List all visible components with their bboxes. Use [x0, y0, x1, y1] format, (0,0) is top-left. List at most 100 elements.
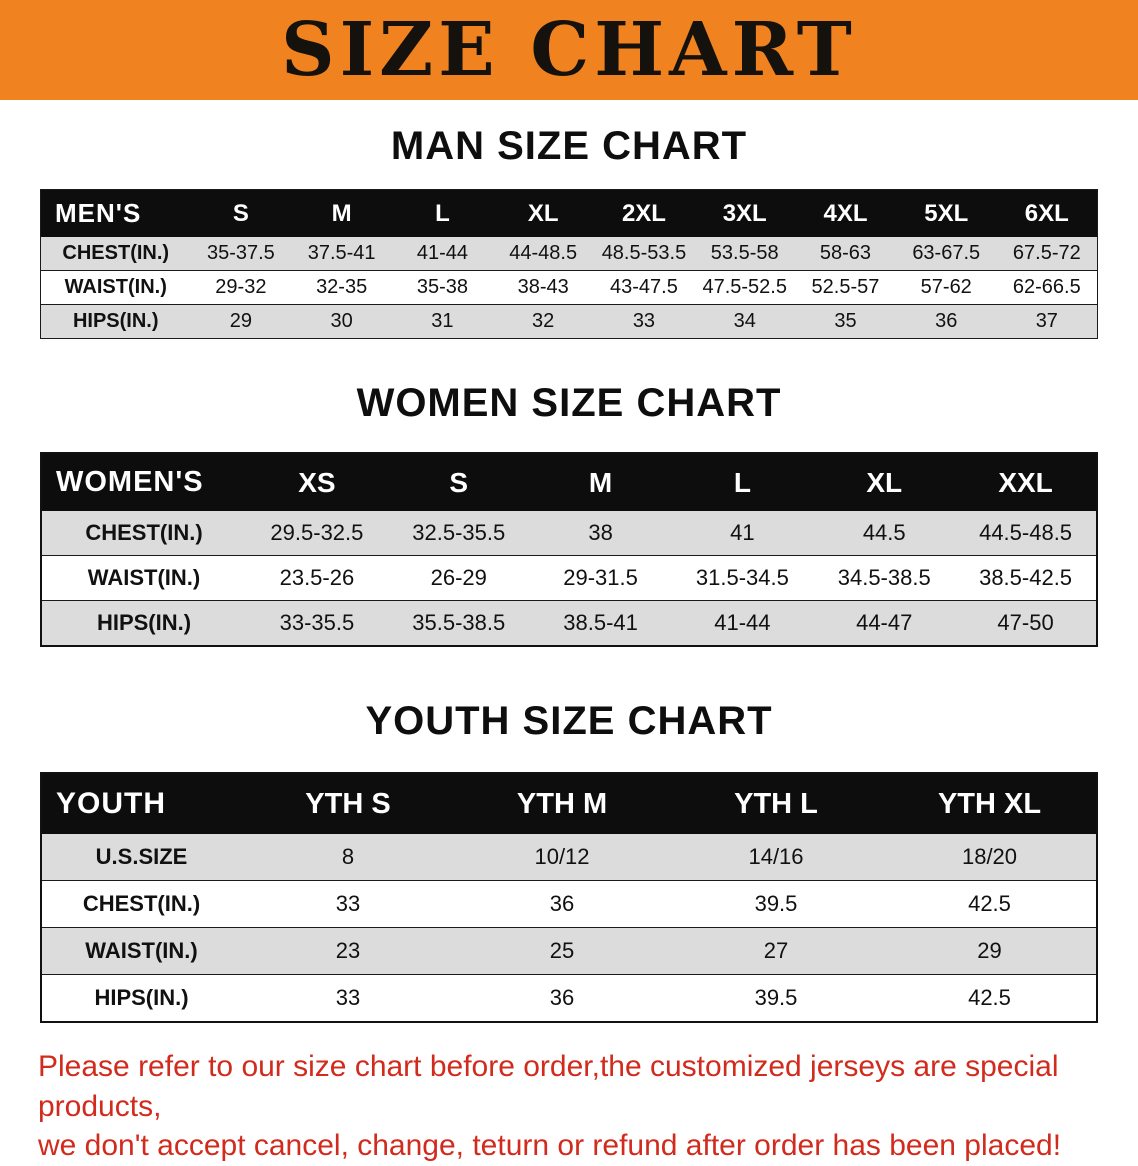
- disclaimer-line-1: Please refer to our size chart before or…: [38, 1050, 1059, 1123]
- size-value: 34.5-38.5: [837, 565, 931, 590]
- women-header-row: WOMEN'S XS S M L XL XXL: [41, 453, 1097, 511]
- size-value: 33: [335, 891, 361, 916]
- size-value: 36: [549, 985, 575, 1010]
- size-value: 10/12: [534, 844, 590, 869]
- size-value: 36: [935, 310, 958, 332]
- youth-size-section: YOUTH SIZE CHART YOUTH YTH S YTH M YTH L…: [0, 699, 1138, 1023]
- women-size-section: WOMEN SIZE CHART WOMEN'S XS S M L XL XXL…: [0, 381, 1138, 647]
- youth-ussize-row: U.S.SIZE 8 10/12 14/16 18/20: [41, 834, 1097, 881]
- size-value: 41: [730, 520, 755, 545]
- size-value: 47.5-52.5: [702, 276, 787, 298]
- size-column-header: M: [588, 466, 613, 498]
- size-column-header: YTH M: [516, 787, 608, 820]
- size-value: 41-44: [714, 610, 771, 635]
- size-value: 43-47.5: [610, 276, 678, 298]
- row-label: WAIST(IN.): [64, 276, 167, 298]
- size-value: 38.5-41: [563, 610, 638, 635]
- men-section-title: MAN SIZE CHART: [390, 124, 748, 168]
- size-value: 38: [588, 520, 613, 545]
- size-column-header: L: [435, 199, 450, 227]
- size-value: 44.5: [862, 520, 906, 545]
- size-value: 33: [335, 985, 361, 1010]
- size-value: 32-35: [316, 276, 368, 298]
- size-value: 31: [431, 310, 454, 332]
- size-column-header: 3XL: [722, 199, 767, 227]
- size-value: 58-63: [819, 242, 872, 264]
- size-value: 23: [335, 938, 361, 963]
- size-column-header: M: [331, 199, 352, 227]
- row-label: HIPS(IN.): [96, 610, 192, 635]
- size-value: 36: [549, 891, 575, 916]
- size-value: 53.5-58: [710, 242, 779, 264]
- size-column-header: XL: [527, 199, 559, 227]
- page-title: SIZE CHART: [281, 7, 857, 93]
- row-label: CHEST(IN.): [85, 520, 203, 545]
- size-value: 31.5-34.5: [695, 565, 789, 590]
- size-value: 33-35.5: [279, 610, 355, 635]
- size-value: 38.5-42.5: [979, 565, 1073, 590]
- men-hips-row: HIPS(IN.) 29 30 31 32 33 34 35 36 37: [40, 304, 1098, 339]
- women-size-table: WOMEN'S XS S M L XL XXL CHEST(IN.) 29.5-…: [40, 452, 1098, 647]
- size-value: 44-47: [856, 610, 913, 635]
- size-value: 14/16: [748, 844, 804, 869]
- size-value: 44-48.5: [509, 242, 578, 264]
- men-size-section: MAN SIZE CHART MEN'S S M L XL 2XL 3XL 4X…: [0, 124, 1138, 339]
- youth-hips-row: HIPS(IN.) 33 36 39.5 42.5: [41, 974, 1097, 1022]
- row-label: CHEST(IN.): [82, 891, 201, 916]
- youth-size-table: YOUTH YTH S YTH M YTH L YTH XL U.S.SIZE …: [40, 772, 1098, 1023]
- size-value: 67.5-72: [1012, 242, 1081, 264]
- size-value: 37: [1035, 310, 1058, 332]
- size-column-header: L: [733, 466, 751, 498]
- size-value: 44.5-48.5: [979, 520, 1073, 545]
- women-chest-row: CHEST(IN.) 29.5-32.5 32.5-35.5 38 41 44.…: [41, 511, 1097, 556]
- size-value: 34: [733, 310, 756, 332]
- size-value: 33: [632, 310, 656, 332]
- size-value: 29-32: [215, 276, 267, 298]
- size-column-header: YTH S: [305, 787, 391, 820]
- size-column-header: XS: [298, 466, 336, 498]
- size-value: 35: [834, 310, 857, 332]
- size-value: 41-44: [416, 242, 468, 264]
- size-value: 25: [549, 938, 575, 963]
- disclaimer-note: Please refer to our size chart before or…: [38, 1047, 1100, 1166]
- men-waist-row: WAIST(IN.) 29-32 32-35 35-38 38-43 43-47…: [40, 270, 1098, 305]
- size-column-header: S: [449, 466, 469, 498]
- size-column-header: YTH XL: [937, 787, 1042, 820]
- row-label: CHEST(IN.): [62, 242, 170, 264]
- size-value: 39.5: [754, 985, 798, 1010]
- size-value: 52.5-57: [811, 276, 880, 298]
- men-size-table: MEN'S S M L XL 2XL 3XL 4XL 5XL 6XL CHEST…: [40, 189, 1098, 339]
- size-column-header: YTH L: [734, 787, 818, 820]
- size-value: 57-62: [920, 276, 972, 298]
- youth-corner-label: YOUTH: [56, 787, 166, 820]
- row-label: WAIST(IN.): [87, 565, 201, 590]
- women-section-title: WOMEN SIZE CHART: [356, 381, 782, 425]
- size-value: 42.5: [968, 985, 1011, 1010]
- size-value: 30: [330, 310, 353, 332]
- men-chest-row: CHEST(IN.) 35-37.5 37.5-41 41-44 44-48.5…: [40, 237, 1098, 271]
- women-hips-row: HIPS(IN.) 33-35.5 35.5-38.5 38.5-41 41-4…: [41, 600, 1097, 646]
- size-column-header: 5XL: [924, 199, 969, 227]
- youth-waist-row: WAIST(IN.) 23 25 27 29: [41, 927, 1097, 975]
- size-column-header: 4XL: [823, 199, 868, 227]
- size-value: 29.5-32.5: [270, 520, 364, 545]
- women-waist-row: WAIST(IN.) 23.5-26 26-29 29-31.5 31.5-34…: [41, 555, 1097, 601]
- size-value: 48.5-53.5: [601, 242, 687, 264]
- women-corner-label: WOMEN'S: [56, 466, 204, 498]
- size-value: 42.5: [968, 891, 1011, 916]
- size-column-header: XL: [866, 466, 903, 498]
- size-value: 32: [532, 310, 555, 332]
- size-value: 29: [977, 938, 1002, 963]
- row-label: HIPS(IN.): [94, 985, 189, 1010]
- men-header-row: MEN'S S M L XL 2XL 3XL 4XL 5XL 6XL: [40, 189, 1098, 237]
- row-label: HIPS(IN.): [72, 310, 159, 332]
- size-value: 35-38: [416, 276, 468, 298]
- row-label: U.S.SIZE: [95, 844, 188, 869]
- size-value: 62-66.5: [1012, 276, 1081, 298]
- size-value: 27: [763, 938, 789, 963]
- size-value: 47-50: [997, 610, 1054, 635]
- size-value: 29-31.5: [563, 565, 638, 590]
- size-value: 26-29: [430, 565, 487, 590]
- size-column-header: 2XL: [621, 199, 666, 227]
